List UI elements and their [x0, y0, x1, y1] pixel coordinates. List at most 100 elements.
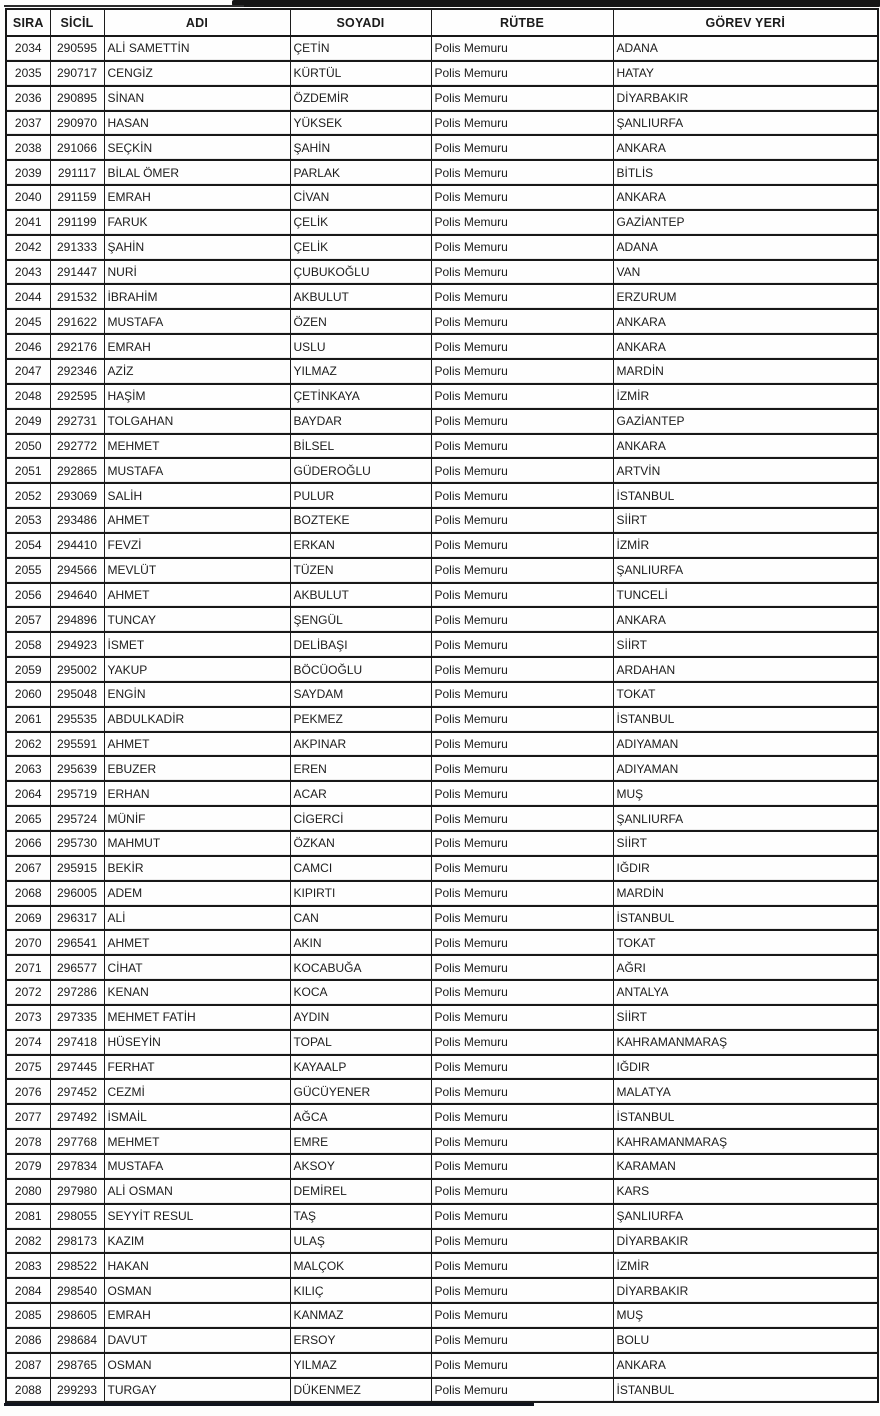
cell-adi: ENGİN: [103, 680, 291, 708]
cell-soyadi: CİVAN: [289, 184, 432, 211]
cell-rutbe: Polis Memuru: [430, 1252, 614, 1280]
cell-soyadi: BİLSEL: [289, 432, 432, 460]
cell-rutbe: Polis Memuru: [430, 84, 614, 112]
table-row: 2058 294923 İSMET DELİBAŞI Polis Memuru …: [5, 631, 879, 659]
cell-adi: TURGAY: [103, 1376, 291, 1404]
cell-gorev-yeri: ADIYAMAN: [612, 755, 879, 783]
cell-gorev-yeri: MALATYA: [612, 1078, 879, 1106]
table-row: 2037 290970 HASAN YÜKSEK Polis Memuru ŞA…: [5, 109, 879, 137]
cell-rutbe: Polis Memuru: [430, 1028, 614, 1056]
cell-adi: EBUZER: [103, 755, 291, 783]
cell-sira: 2086: [5, 1326, 51, 1354]
cell-rutbe: Polis Memuru: [430, 184, 614, 211]
cell-rutbe: Polis Memuru: [430, 1302, 614, 1329]
cell-gorev-yeri: AĞRI: [612, 954, 879, 982]
cell-adi: CEZMİ: [103, 1078, 291, 1106]
cell-soyadi: BAYDAR: [289, 407, 432, 435]
cell-adi: DAVUT: [103, 1326, 291, 1354]
scan-artifact-bottom-border: [4, 1403, 534, 1406]
cell-soyadi: ÇELİK: [289, 233, 432, 261]
table-row: 2071 296577 CİHAT KOCABUĞA Polis Memuru …: [5, 954, 879, 982]
cell-soyadi: YÜKSEK: [289, 109, 432, 137]
cell-sira: 2043: [5, 258, 51, 286]
cell-sicil: 296577: [49, 954, 105, 982]
table-body: 2034 290595 ALİ SAMETTİN ÇETİN Polis Mem…: [5, 35, 879, 1404]
cell-gorev-yeri: ANKARA: [612, 333, 879, 360]
table-row: 2087 298765 OSMAN YILMAZ Polis Memuru AN…: [5, 1351, 879, 1379]
cell-soyadi: ACAR: [289, 780, 432, 808]
cell-sicil: 291532: [49, 283, 105, 311]
table-row: 2042 291333 ŞAHİN ÇELİK Polis Memuru ADA…: [5, 233, 879, 261]
cell-gorev-yeri: IĞDIR: [612, 1053, 879, 1081]
header-gorev-yeri: GÖREV YERİ: [612, 8, 879, 37]
cell-sicil: 297445: [49, 1053, 105, 1081]
cell-soyadi: SAYDAM: [289, 680, 432, 708]
cell-sicil: 299293: [49, 1376, 105, 1404]
cell-adi: AZİZ: [103, 357, 291, 385]
cell-gorev-yeri: TOKAT: [612, 680, 879, 708]
cell-sicil: 290970: [49, 109, 105, 137]
cell-gorev-yeri: ANKARA: [612, 606, 879, 634]
cell-adi: NURİ: [103, 258, 291, 286]
cell-soyadi: USLU: [289, 333, 432, 360]
cell-sira: 2070: [5, 929, 51, 957]
cell-sira: 2040: [5, 184, 51, 211]
cell-adi: FARUK: [103, 208, 291, 236]
cell-soyadi: ÇELİK: [289, 208, 432, 236]
cell-gorev-yeri: DİYARBAKIR: [612, 1277, 879, 1305]
table-row: 2053 293486 AHMET BOZTEKE Polis Memuru S…: [5, 507, 879, 534]
cell-gorev-yeri: ŞANLIURFA: [612, 556, 879, 584]
cell-adi: MEHMET: [103, 432, 291, 460]
cell-rutbe: Polis Memuru: [430, 1351, 614, 1379]
cell-sira: 2039: [5, 159, 51, 187]
cell-rutbe: Polis Memuru: [430, 755, 614, 783]
cell-sira: 2064: [5, 780, 51, 808]
table-row: 2050 292772 MEHMET BİLSEL Polis Memuru A…: [5, 432, 879, 460]
cell-adi: MUSTAFA: [103, 1152, 291, 1180]
cell-adi: SEÇKİN: [103, 134, 291, 162]
cell-adi: ERHAN: [103, 780, 291, 808]
cell-sira: 2068: [5, 879, 51, 907]
cell-adi: HASAN: [103, 109, 291, 137]
cell-sicil: 297834: [49, 1152, 105, 1180]
table-row: 2084 298540 OSMAN KILIÇ Polis Memuru DİY…: [5, 1277, 879, 1305]
cell-sicil: 296317: [49, 904, 105, 932]
cell-sicil: 294896: [49, 606, 105, 634]
cell-rutbe: Polis Memuru: [430, 1103, 614, 1131]
cell-soyadi: ŞAHİN: [289, 134, 432, 162]
cell-gorev-yeri: TUNCELİ: [612, 581, 879, 609]
cell-sira: 2046: [5, 333, 51, 360]
table-row: 2069 296317 ALİ CAN Polis Memuru İSTANBU…: [5, 904, 879, 932]
cell-sira: 2071: [5, 954, 51, 982]
cell-sicil: 290717: [49, 59, 105, 87]
cell-sicil: 294566: [49, 556, 105, 584]
cell-adi: HÜSEYİN: [103, 1028, 291, 1056]
cell-sicil: 295730: [49, 830, 105, 857]
cell-adi: TOLGAHAN: [103, 407, 291, 435]
cell-sicil: 291159: [49, 184, 105, 211]
cell-sicil: 298540: [49, 1277, 105, 1305]
cell-rutbe: Polis Memuru: [430, 581, 614, 609]
cell-adi: MÜNİF: [103, 805, 291, 832]
cell-sicil: 297335: [49, 1003, 105, 1031]
cell-gorev-yeri: İSTANBUL: [612, 1376, 879, 1404]
cell-sira: 2078: [5, 1128, 51, 1155]
cell-rutbe: Polis Memuru: [430, 656, 614, 683]
table-row: 2041 291199 FARUK ÇELİK Polis Memuru GAZ…: [5, 208, 879, 236]
table-row: 2038 291066 SEÇKİN ŞAHİN Polis Memuru AN…: [5, 134, 879, 162]
cell-rutbe: Polis Memuru: [430, 680, 614, 708]
cell-sira: 2085: [5, 1302, 51, 1329]
header-soyadi: SOYADI: [289, 8, 432, 37]
cell-gorev-yeri: MARDİN: [612, 879, 879, 907]
cell-sicil: 295002: [49, 656, 105, 683]
cell-soyadi: KOCA: [289, 979, 432, 1006]
cell-gorev-yeri: TOKAT: [612, 929, 879, 957]
cell-sira: 2047: [5, 357, 51, 385]
cell-rutbe: Polis Memuru: [430, 35, 614, 62]
cell-sira: 2084: [5, 1277, 51, 1305]
cell-gorev-yeri: MUŞ: [612, 780, 879, 808]
cell-sira: 2065: [5, 805, 51, 832]
cell-sicil: 290595: [49, 35, 105, 62]
cell-sira: 2062: [5, 730, 51, 758]
table-row: 2046 292176 EMRAH USLU Polis Memuru ANKA…: [5, 333, 879, 360]
